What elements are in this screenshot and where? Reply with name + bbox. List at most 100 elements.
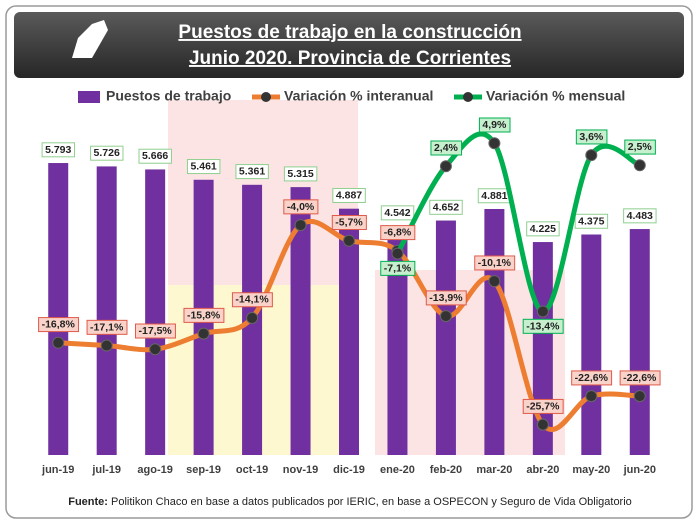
value-label-box: -13,4% — [522, 318, 564, 334]
x-tick-label: abr-20 — [526, 464, 559, 476]
value-label: 4.881 — [481, 190, 507, 202]
value-label-box: -7,1% — [380, 260, 416, 276]
value-label-box: 5.726 — [90, 145, 124, 161]
label-bg — [478, 117, 511, 133]
label-bg — [283, 166, 318, 182]
value-label-box: -13,9% — [425, 290, 467, 306]
value-label-box: 5.361 — [235, 164, 269, 180]
value-label-box: -25,7% — [522, 398, 564, 414]
label-bg — [183, 307, 225, 323]
value-label: 4.225 — [530, 223, 556, 235]
value-label-box: -14,1% — [231, 292, 273, 308]
marker — [197, 327, 210, 340]
label-bg — [90, 145, 124, 161]
value-label: 2,5% — [628, 141, 653, 153]
source: Fuente: Politikon Chaco en base a datos … — [68, 496, 632, 508]
value-label: 4,9% — [482, 119, 507, 131]
label-bg — [283, 199, 319, 215]
label-bg — [38, 317, 80, 333]
source-text: Politikon Chaco en base a datos publicad… — [111, 496, 632, 508]
value-label-box: 4.652 — [429, 199, 463, 215]
label-bg — [425, 290, 467, 306]
label-bg — [430, 140, 463, 156]
value-label-box: -22,6% — [571, 370, 613, 386]
marker — [439, 160, 452, 173]
label-bg — [380, 225, 416, 241]
chart-subtitle: Junio 2020. Provincia de Corrientes — [189, 48, 511, 69]
value-label-box: 4.375 — [574, 213, 609, 229]
marker — [585, 149, 598, 162]
label-bg — [624, 139, 656, 155]
value-label: 5.361 — [239, 166, 265, 178]
label-bg — [135, 323, 176, 339]
header — [14, 12, 684, 78]
label-bg — [574, 213, 609, 229]
label-bg — [138, 148, 172, 164]
value-label-box: -22,6% — [619, 370, 661, 386]
value-label-box: -17,1% — [86, 319, 128, 335]
label-bg — [235, 164, 269, 180]
marker — [294, 219, 307, 232]
value-label-box: -6,8% — [380, 225, 416, 241]
value-label: -17,5% — [139, 325, 173, 337]
x-tick-label: ene-20 — [380, 464, 415, 476]
value-label: 4.375 — [578, 215, 604, 227]
value-label: -22,6% — [575, 372, 609, 384]
marker — [585, 390, 598, 403]
label-bg — [186, 159, 221, 175]
label-bg — [231, 292, 273, 308]
bar — [339, 208, 359, 455]
value-label-box: -5,7% — [331, 214, 367, 230]
label-bg — [623, 208, 657, 224]
x-tick-label: jun-20 — [623, 464, 656, 476]
value-label: 5.461 — [190, 161, 216, 173]
marker — [100, 339, 113, 352]
source-label: Fuente: — [68, 496, 108, 508]
bar — [387, 226, 408, 455]
map-icon — [72, 20, 108, 58]
value-label-box: 2,5% — [624, 139, 656, 155]
x-tick-label: ago-19 — [137, 464, 172, 476]
marker — [488, 275, 501, 288]
value-label: 5.726 — [94, 147, 120, 159]
label-bg — [619, 370, 661, 386]
value-label-box: 2,4% — [430, 140, 463, 156]
label-bg — [86, 319, 128, 335]
marker — [246, 311, 259, 324]
bar — [145, 169, 166, 455]
value-label-box: 5.793 — [41, 142, 76, 158]
value-label-box: -10,1% — [474, 255, 516, 271]
label-bg — [526, 221, 560, 237]
label-bg — [522, 318, 564, 334]
legend-label: Variación % mensual — [486, 88, 625, 104]
value-label: -17,1% — [90, 321, 124, 333]
x-tick-label: mar-20 — [476, 464, 512, 476]
label-bg — [575, 129, 608, 145]
label-bg — [332, 187, 366, 203]
value-label-box: 4.225 — [526, 221, 560, 237]
bar — [96, 166, 117, 455]
value-label: -4,0% — [287, 201, 315, 213]
value-label-box: 4.542 — [380, 205, 415, 221]
value-label-box: 3,6% — [575, 129, 608, 145]
x-tick-label: feb-20 — [430, 464, 462, 476]
legend-label: Puestos de trabajo — [106, 88, 231, 104]
legend-swatch — [78, 91, 100, 103]
value-label: -5,7% — [335, 216, 363, 228]
x-tick-label: jun-19 — [41, 464, 74, 476]
x-tick-label: dic-19 — [333, 464, 365, 476]
label-bg — [429, 199, 463, 215]
label-bg — [41, 142, 76, 158]
x-tick-label: nov-19 — [283, 464, 318, 476]
label-bg — [571, 370, 613, 386]
bar — [484, 208, 505, 455]
bar — [581, 234, 602, 455]
value-label: -10,1% — [478, 257, 512, 269]
bar — [435, 220, 456, 455]
value-label: -7,1% — [384, 262, 412, 274]
value-label: -6,8% — [384, 227, 412, 239]
value-label: 5.793 — [45, 144, 71, 156]
x-tick-label: jul-19 — [91, 464, 121, 476]
value-label: 5.315 — [287, 168, 313, 180]
